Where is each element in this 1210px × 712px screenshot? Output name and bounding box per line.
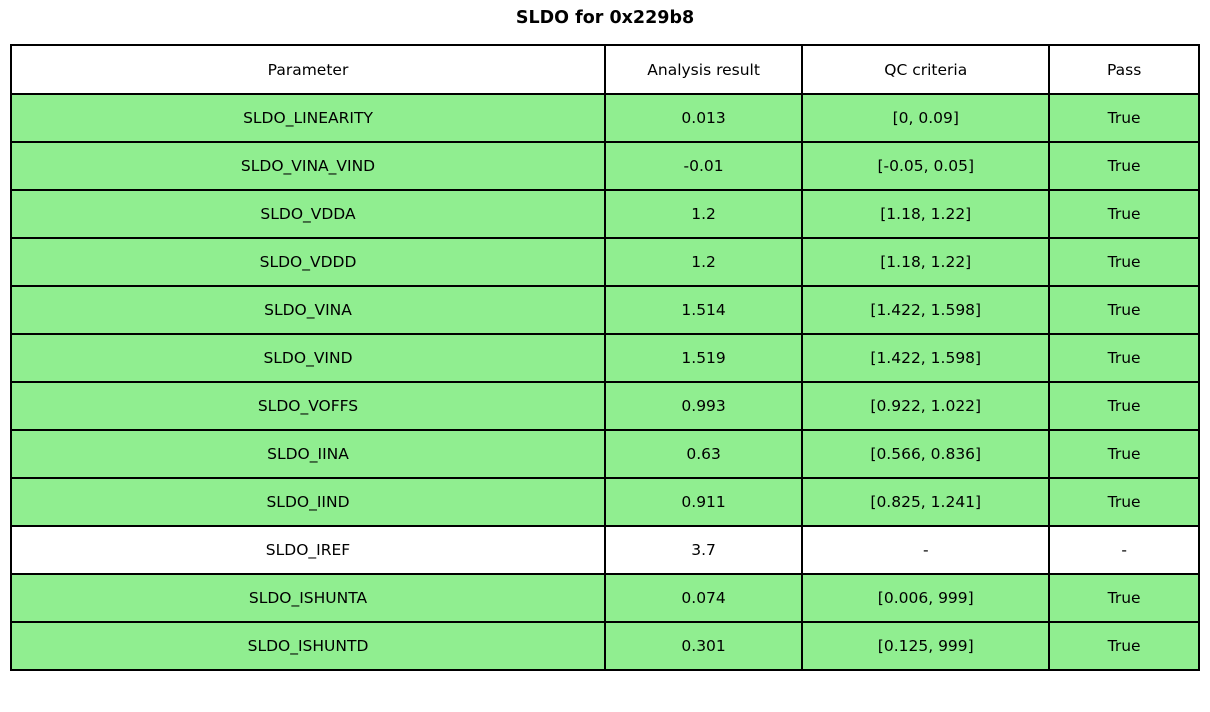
qc-criteria-cell: [0.125, 999]: [801, 621, 1051, 671]
table-row: SLDO_IREF 3.7- -: [10, 525, 1200, 575]
analysis-result-cell: 1.514: [603, 285, 804, 335]
table-row: SLDO_VIND 1.519 [1.422, 1.598] True: [10, 333, 1200, 383]
analysis-result-cell: 0.911: [603, 477, 804, 527]
qc-criteria-cell: -: [801, 525, 1051, 575]
pass-cell: True: [1048, 429, 1200, 479]
header-row: Parameter Analysis result QC criteria Pa…: [10, 44, 1200, 95]
header-qc-criteria: QC criteria: [801, 44, 1051, 95]
parameter-cell: SLDO_LINEARITY: [10, 93, 606, 143]
table-row: SLDO_LINEARITY 0.013 [0, 0.09] True: [10, 93, 1200, 143]
table-row: SLDO_VDDD 1.2 [1.18, 1.22] True: [10, 237, 1200, 287]
qc-criteria-cell: [1.18, 1.22]: [801, 189, 1051, 239]
table-row: SLDO_VOFFS 0.993 [0.922, 1.022] True: [10, 381, 1200, 431]
analysis-result-cell: 1.2: [603, 189, 804, 239]
table-row: SLDO_VINA_VIND -0.01 [-0.05, 0.05] True: [10, 141, 1200, 191]
analysis-result-cell: 0.074: [603, 573, 804, 623]
qc-criteria-cell: [0.006, 999]: [801, 573, 1051, 623]
pass-cell: True: [1048, 285, 1200, 335]
parameter-cell: SLDO_VINA_VIND: [10, 141, 606, 191]
parameter-cell: SLDO_ISHUNTD: [10, 621, 606, 671]
qc-criteria-cell: [-0.05, 0.05]: [801, 141, 1051, 191]
qc-criteria-cell: [0, 0.09]: [801, 93, 1051, 143]
table-body: SLDO_LINEARITY 0.013 [0, 0.09] True SLDO_VIN…: [10, 93, 1200, 671]
table-row: SLDO_IINA 0.63 [0.566, 0.836] True: [10, 429, 1200, 479]
parameter-cell: SLDO_VOFFS: [10, 381, 606, 431]
parameter-cell: SLDO_ISHUNTA: [10, 573, 606, 623]
parameter-cell: SLDO_VDDA: [10, 189, 606, 239]
analysis-result-cell: 0.301: [603, 621, 804, 671]
pass-cell: True: [1048, 621, 1200, 671]
qc-criteria-cell: [0.825, 1.241]: [801, 477, 1051, 527]
analysis-result-cell: 1.2: [603, 237, 804, 287]
pass-cell: True: [1048, 573, 1200, 623]
parameter-cell: SLDO_IREF: [10, 525, 606, 575]
qc-criteria-cell: [1.18, 1.22]: [801, 237, 1051, 287]
header-pass: Pass: [1048, 44, 1200, 95]
qc-criteria-cell: [0.922, 1.022]: [801, 381, 1051, 431]
analysis-result-cell: 0.63: [603, 429, 804, 479]
parameter-cell: SLDO_IINA: [10, 429, 606, 479]
pass-cell: True: [1048, 381, 1200, 431]
qc-criteria-cell: [1.422, 1.598]: [801, 285, 1051, 335]
analysis-result-cell: 3.7: [603, 525, 804, 575]
analysis-result-cell: -0.01: [603, 141, 804, 191]
table-row: SLDO_IIND 0.911 [0.825, 1.241] True: [10, 477, 1200, 527]
pass-cell: True: [1048, 333, 1200, 383]
parameter-cell: SLDO_VDDD: [10, 237, 606, 287]
page-title: SLDO for 0x229b8: [515, 8, 695, 28]
parameter-cell: SLDO_VIND: [10, 333, 606, 383]
analysis-result-cell: 0.993: [603, 381, 804, 431]
analysis-result-cell: 1.519: [603, 333, 804, 383]
pass-cell: True: [1048, 189, 1200, 239]
table-header: Parameter Analysis result QC criteria Pa…: [10, 44, 1200, 95]
parameter-cell: SLDO_IIND: [10, 477, 606, 527]
pass-cell: True: [1048, 141, 1200, 191]
header-parameter: Parameter: [10, 44, 606, 95]
header-analysis-result: Analysis result: [603, 44, 804, 95]
analysis-result-cell: 0.013: [603, 93, 804, 143]
table-row: SLDO_VDDA 1.2 [1.18, 1.22] True: [10, 189, 1200, 239]
table-row: SLDO_ISHUNTA 0.074 [0.006, 999] True: [10, 573, 1200, 623]
table-row: SLDO_VINA 1.514 [1.422, 1.598] True: [10, 285, 1200, 335]
parameter-cell: SLDO_VINA: [10, 285, 606, 335]
pass-cell: True: [1048, 93, 1200, 143]
qc-criteria-cell: [0.566, 0.836]: [801, 429, 1051, 479]
pass-cell: -: [1048, 525, 1200, 575]
qc-results-table: Parameter Analysis result QC criteria Pa…: [10, 44, 1200, 671]
pass-cell: True: [1048, 477, 1200, 527]
table-row: SLDO_ISHUNTD 0.301 [0.125, 999] True: [10, 621, 1200, 671]
qc-criteria-cell: [1.422, 1.598]: [801, 333, 1051, 383]
pass-cell: True: [1048, 237, 1200, 287]
